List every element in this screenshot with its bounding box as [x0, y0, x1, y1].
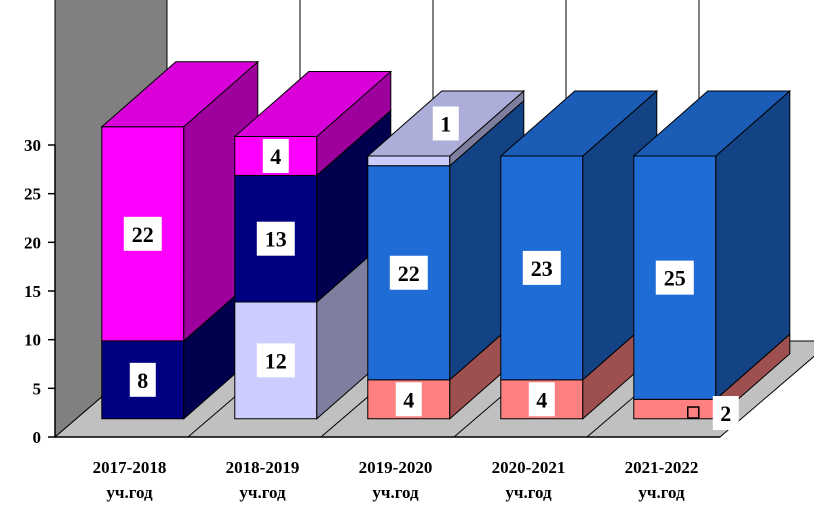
x-tick-label: уч.год: [106, 483, 153, 502]
data-label: 8: [137, 368, 148, 393]
data-label-box: [256, 221, 295, 256]
bar-top: [632, 90, 792, 157]
x-tick-label: уч.год: [372, 483, 419, 502]
bar-segment: [633, 398, 717, 420]
y-tick-label: 0: [33, 428, 42, 447]
x-tick-label: уч.год: [239, 483, 286, 502]
data-label: 22: [132, 222, 154, 247]
data-label-box: [129, 362, 156, 397]
data-label-box: [256, 343, 295, 378]
data-label: 2: [720, 401, 731, 426]
x-tick-label: 2021-2022: [625, 458, 699, 477]
data-label: 13: [265, 227, 287, 252]
data-label: 4: [270, 144, 281, 169]
y-tick-label: 15: [24, 282, 41, 301]
y-axis: 0 5 10 15 20 25 30: [24, 136, 56, 447]
data-label-key: [687, 406, 700, 419]
data-label: 4: [536, 387, 547, 412]
y-tick-label: 5: [33, 379, 42, 398]
bar-top: [499, 90, 659, 157]
data-label-box: [262, 138, 289, 173]
bar-segment: [367, 155, 451, 167]
bar-stack: 2 25: [632, 89, 792, 431]
x-tick-label: 2020-2021: [492, 458, 566, 477]
x-tick-label: уч.год: [505, 483, 552, 502]
data-label-box: [432, 106, 459, 141]
data-label: 12: [265, 348, 287, 373]
y-tick-label: 30: [24, 136, 41, 155]
data-label: 4: [403, 387, 414, 412]
data-label: 1: [440, 111, 451, 136]
data-label: 22: [398, 261, 420, 286]
data-label: 23: [531, 256, 553, 281]
chart-bars: 8 22 12 13 4 4 22 1 4 23 2 25: [100, 60, 792, 431]
data-label-box: [655, 260, 694, 295]
data-label-box: [522, 250, 561, 285]
data-label-box: [123, 216, 162, 251]
data-label-box: [389, 255, 428, 290]
data-label: 25: [664, 266, 686, 291]
x-axis: 2017-2018 уч.год 2018-2019 уч.год 2019-2020 у…: [55, 436, 720, 502]
bar-top: [233, 71, 393, 137]
y-tick-label: 25: [24, 185, 41, 204]
data-label-box: [712, 396, 739, 431]
x-tick-label: 2017-2018: [93, 458, 167, 477]
x-tick-label: 2019-2020: [359, 458, 433, 477]
x-tick-label: 2018-2019: [226, 458, 300, 477]
bar-top: [100, 61, 260, 128]
x-tick-label: уч.год: [638, 483, 685, 502]
y-tick-label: 10: [24, 331, 41, 350]
data-label-box: [395, 382, 422, 417]
y-tick-label: 20: [24, 233, 41, 252]
data-label-box: [528, 382, 555, 417]
